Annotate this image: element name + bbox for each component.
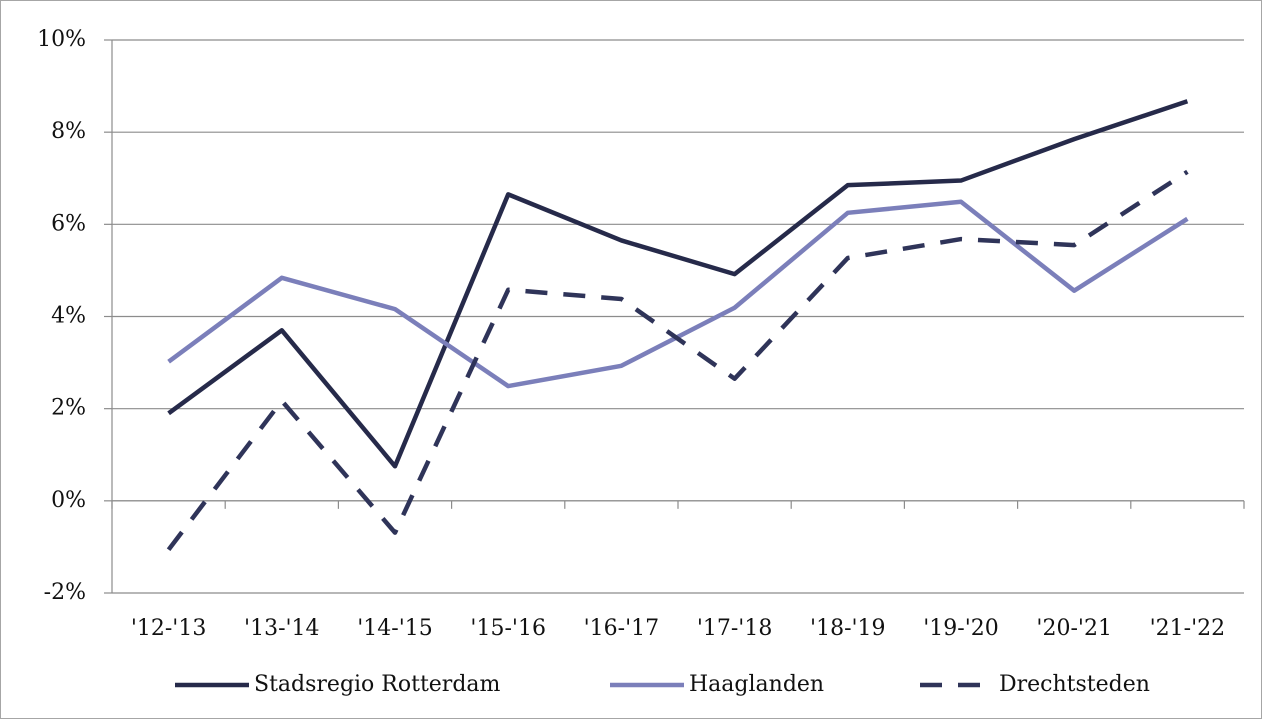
y-tick-label: 8% <box>51 119 86 144</box>
x-tick-label: '16-'17 <box>584 616 660 641</box>
x-tick-label: '18-'19 <box>810 616 886 641</box>
y-tick-label: 2% <box>51 396 86 421</box>
x-tick-label: '17-'18 <box>697 616 773 641</box>
series-line <box>167 99 1189 469</box>
y-tick-label: 6% <box>51 211 86 236</box>
x-tick-label: '21-'22 <box>1150 616 1226 641</box>
x-tick-label: '20-'21 <box>1036 616 1112 641</box>
y-tick-label: 0% <box>51 488 86 513</box>
y-tick-label: 4% <box>51 304 86 329</box>
x-tick-label: '13-'14 <box>244 616 320 641</box>
legend-label: Haaglanden <box>689 672 824 697</box>
x-tick-label: '14-'15 <box>357 616 433 641</box>
series-line <box>166 169 1189 552</box>
legend-label: Stadsregio Rotterdam <box>254 672 501 697</box>
y-tick-label: 10% <box>37 27 86 52</box>
x-tick-label: '19-'20 <box>923 616 999 641</box>
x-tick-label: '12-'13 <box>131 616 207 641</box>
y-tick-label: -2% <box>44 580 86 605</box>
legend-label: Drechtsteden <box>999 672 1150 697</box>
x-tick-label: '15-'16 <box>470 616 546 641</box>
